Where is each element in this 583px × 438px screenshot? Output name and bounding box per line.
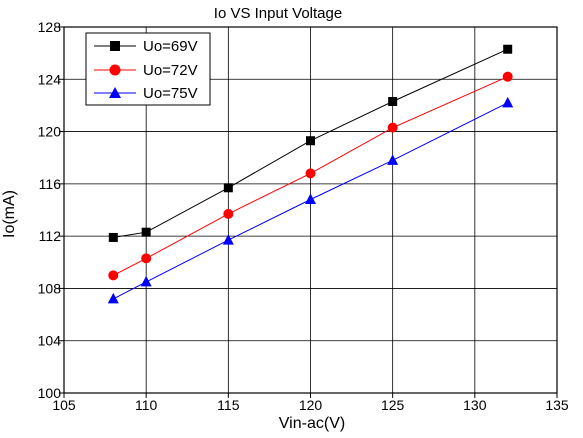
data-point [305, 168, 316, 179]
data-point [502, 96, 514, 108]
legend-label-uo69: Uo=69V [143, 38, 198, 55]
x-tick-label: 125 [381, 397, 405, 413]
series-1 [108, 44, 513, 242]
y-tick-label: 124 [38, 71, 62, 87]
chart-title: Io VS Input Voltage [214, 5, 342, 22]
x-tick-label: 130 [463, 397, 487, 413]
data-point [387, 122, 398, 133]
series-line [113, 76, 508, 276]
data-point [388, 97, 398, 107]
data-point [387, 154, 399, 165]
data-point [223, 208, 234, 219]
plot-series [107, 44, 514, 304]
y-tick-label: 104 [38, 333, 62, 349]
data-point [306, 136, 315, 146]
legend-label-uo75: Uo=75V [143, 85, 198, 102]
legend: Uo=69V Uo=72V Uo=75V [85, 32, 211, 106]
x-axis-label: Vin-ac(V) [279, 415, 345, 432]
legend-marker-uo75 [109, 87, 121, 98]
legend-label-uo72: Uo=72V [143, 62, 198, 79]
data-point [108, 232, 118, 242]
data-point [141, 227, 151, 237]
y-tick-label: 112 [39, 228, 62, 244]
data-point [503, 44, 513, 54]
series-line [113, 48, 508, 238]
x-tick-label: 110 [135, 397, 158, 413]
y-tick-label: 120 [38, 124, 62, 140]
data-point [222, 234, 234, 245]
y-tick-label: 100 [38, 385, 62, 401]
x-tick-label: 105 [52, 397, 76, 413]
series-2 [108, 71, 513, 281]
data-point [107, 292, 119, 304]
y-tick-label: 108 [38, 280, 62, 296]
data-point [223, 183, 233, 193]
legend-marker-uo69 [110, 41, 120, 51]
series-line [113, 102, 508, 300]
data-point [141, 253, 152, 264]
y-tick-label: 116 [39, 176, 62, 192]
x-tick-label: 115 [217, 397, 240, 413]
axis-ticks: 105 110 115 120 125 130 135 100 104 108 112 116 120 1… [38, 19, 569, 413]
data-point [502, 71, 513, 82]
legend-marker-uo72 [109, 64, 121, 76]
data-point [140, 275, 152, 287]
x-tick-label: 135 [545, 397, 569, 413]
y-tick-label: 128 [38, 19, 62, 35]
data-point [108, 270, 119, 281]
series-3 [107, 96, 514, 304]
data-point [305, 193, 316, 205]
x-tick-label: 120 [299, 397, 323, 413]
y-axis-label: Io(mA) [1, 190, 18, 238]
